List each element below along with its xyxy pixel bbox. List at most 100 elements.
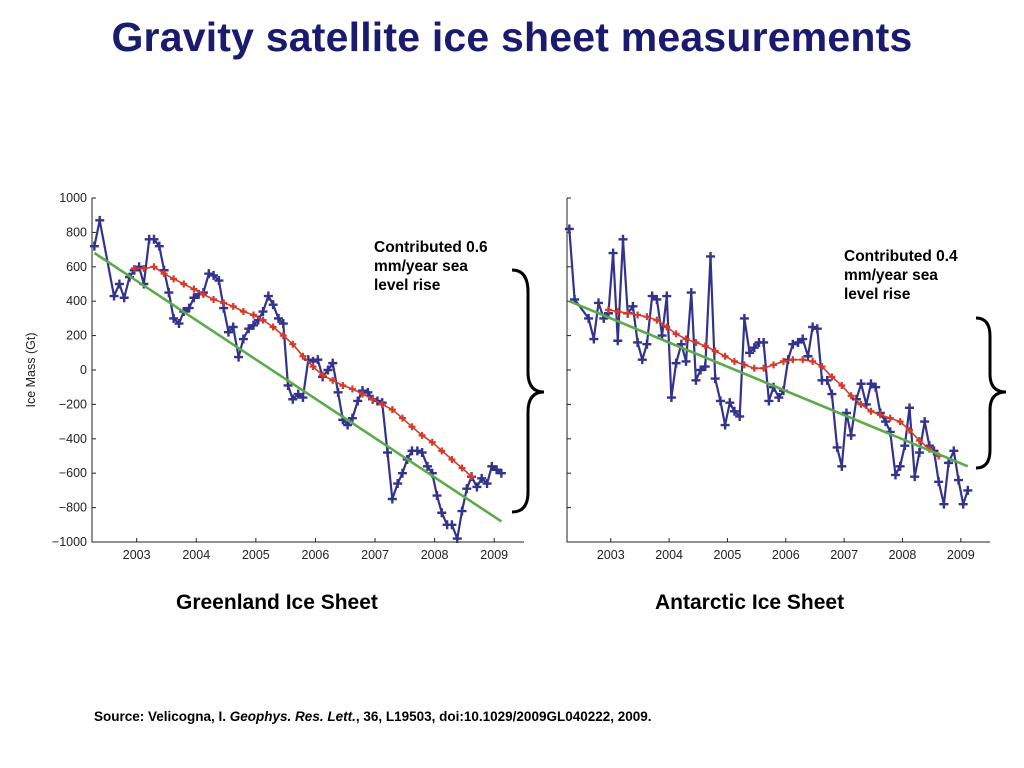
greenland-monthly-point — [268, 300, 278, 310]
antarctic-monthly-point — [637, 355, 647, 365]
antarctic-monthly-point — [798, 334, 808, 344]
antarctic-monthly-point — [788, 339, 798, 349]
greenland-monthly-point — [154, 241, 164, 251]
antarctic-smoothed-point — [711, 347, 719, 355]
greenland-monthly-point — [274, 313, 284, 323]
greenland-smoothed-point — [329, 376, 337, 384]
greenland-monthly-point — [437, 508, 447, 518]
greenland-smoothed-point — [319, 371, 327, 379]
antarctic-monthly-point — [846, 430, 856, 440]
antarctic-monthly-point — [812, 324, 822, 334]
antarctic-monthly-point — [647, 291, 657, 301]
antarctic-annotation-line: Contributed 0.4 — [844, 248, 958, 265]
antarctic-monthly-point — [745, 348, 755, 358]
greenland-ytick-label: −600 — [59, 466, 87, 480]
antarctic-monthly-point — [774, 393, 784, 403]
antarctic-monthly-point — [910, 472, 920, 482]
greenland-smoothed-line — [134, 265, 473, 478]
greenland-smoothed-point — [348, 385, 356, 393]
antarctic-monthly-point — [895, 461, 905, 471]
antarctic-monthly-point — [958, 499, 968, 509]
greenland-monthly-point — [109, 291, 119, 301]
antarctic-smoothed-point — [779, 357, 787, 365]
greenland-smoothed-point — [269, 323, 277, 331]
antarctic-monthly-point — [642, 339, 652, 349]
antarctic-monthly-point — [871, 382, 881, 392]
greenland-monthly-point — [89, 241, 99, 251]
greenland-ytick-label: −1000 — [52, 535, 87, 549]
greenland-xtick-label: 2008 — [421, 548, 449, 562]
antarctic-xtick-label: 2007 — [830, 548, 858, 562]
greenland-monthly-point — [204, 269, 214, 279]
source-prefix: Source: Velicogna, I. — [94, 709, 230, 724]
greenland-smoothed-point — [359, 390, 367, 398]
greenland-monthly-point — [422, 461, 432, 471]
greenland-monthly-point — [393, 479, 403, 489]
greenland-smoothed-point — [468, 473, 476, 481]
antarctic-monthly-point — [608, 248, 618, 258]
greenland-monthly-point — [462, 484, 472, 494]
greenland-monthly-point — [323, 365, 333, 375]
antarctic-monthly-point — [963, 485, 973, 495]
greenland-monthly-point — [313, 355, 323, 365]
greenland-smoothed-point — [150, 263, 158, 271]
greenland-smoothed-point — [438, 447, 446, 455]
greenland-ytick-label: 600 — [66, 260, 87, 274]
greenland-monthly-point — [397, 468, 407, 478]
slide-title: Gravity satellite ice sheet measurements — [111, 14, 913, 60]
antarctic-smoothed-point — [886, 414, 894, 422]
antarctic-monthly-point — [866, 379, 876, 389]
antarctic-smoothed-point — [867, 407, 875, 415]
antarctic-xtick-label: 2004 — [655, 548, 683, 562]
greenland-smoothed-point — [199, 290, 207, 298]
greenland-smoothed-point — [378, 400, 386, 408]
antarctic-monthly-point — [764, 396, 774, 406]
antarctic-monthly-point — [851, 394, 861, 404]
greenland-ytick-label: −800 — [59, 501, 87, 515]
antarctic-smoothed-point — [789, 356, 797, 364]
antarctic-monthly-point — [759, 337, 769, 347]
greenland-monthly-point — [492, 465, 502, 475]
antarctic-xtick-label: 2008 — [889, 548, 917, 562]
greenland-monthly-point — [209, 270, 219, 280]
greenland-monthly-point — [353, 396, 363, 406]
antarctic-smoothed-point — [876, 411, 884, 419]
antarctic-monthly-point — [749, 343, 759, 353]
antarctic-monthly-point — [594, 298, 604, 308]
greenland-annotation-line: Contributed 0.6 — [374, 239, 488, 256]
greenland-monthly-point — [496, 468, 506, 478]
greenland-xtick-label: 2005 — [242, 548, 270, 562]
source-citation: Source: Velicogna, I. Geophys. Res. Lett… — [94, 709, 652, 724]
antarctic-smoothed-point — [643, 313, 651, 321]
antarctic-smoothed-point — [799, 356, 807, 364]
antarctic-smoothed-point — [692, 338, 700, 346]
antarctic-xtick-label: 2009 — [947, 548, 975, 562]
antarctic-smoothed-point — [857, 400, 865, 408]
antarctic-smoothed-point — [663, 323, 671, 331]
greenland-smoothed-point — [408, 423, 416, 431]
greenland-trend-line — [93, 251, 503, 523]
antarctic-smoothed-point — [721, 352, 729, 360]
greenland-monthly-point — [328, 358, 338, 368]
antarctic-monthly-point — [914, 448, 924, 458]
antarctic-monthly-point — [613, 336, 623, 346]
antarctic-monthly-point — [900, 441, 910, 451]
greenland-monthly-point — [164, 288, 174, 298]
greenland-ytick-label: 200 — [66, 329, 87, 343]
antarctic-monthly-point — [589, 334, 599, 344]
antarctic-monthly-point — [827, 389, 837, 399]
antarctic-monthly-point — [939, 499, 949, 509]
greenland-xtick-label: 2009 — [480, 548, 508, 562]
antarctic-monthly-point — [662, 291, 672, 301]
antarctic-brace — [975, 316, 1007, 470]
greenland-monthly-point — [412, 446, 422, 456]
antarctic-smoothed-point — [750, 364, 758, 372]
antarctic-monthly-point — [822, 375, 832, 385]
antarctic-annotation-line: level rise — [844, 286, 911, 303]
antarctic-smoothed-point — [672, 330, 680, 338]
greenland-smoothed-point — [339, 381, 347, 389]
greenland-monthly-point — [347, 413, 357, 423]
greenland-smoothed-point — [180, 280, 188, 288]
antarctic-monthly-point — [633, 337, 643, 347]
greenland-smoothed-point — [140, 265, 148, 273]
